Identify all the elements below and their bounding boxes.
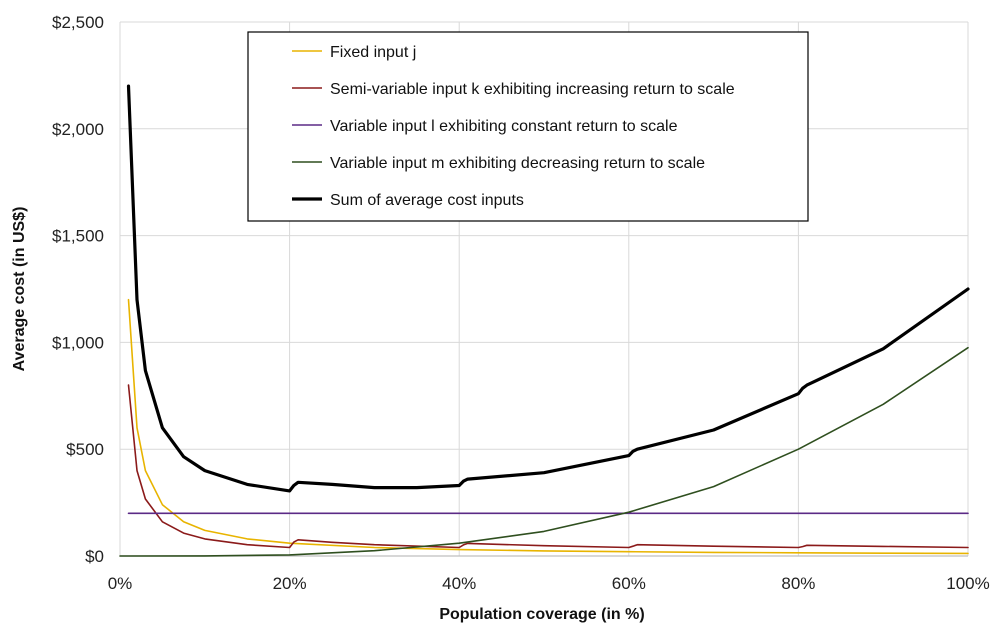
legend-label: Semi-variable input k exhibiting increas… bbox=[330, 81, 735, 98]
y-tick-label: $0 bbox=[85, 547, 104, 566]
x-tick-label: 60% bbox=[612, 574, 646, 593]
legend-label: Fixed input j bbox=[330, 44, 416, 61]
y-tick-label: $1,500 bbox=[52, 227, 104, 246]
series-line-1 bbox=[127, 298, 969, 555]
x-tick-label: 80% bbox=[781, 574, 815, 593]
y-axis-title: Average cost (in US$) bbox=[11, 207, 28, 372]
x-tick-label: 40% bbox=[442, 574, 476, 593]
x-tick-label: 0% bbox=[108, 574, 133, 593]
plot-area bbox=[119, 84, 970, 557]
x-tick-label: 100% bbox=[946, 574, 989, 593]
x-axis-title: Population coverage (in %) bbox=[439, 606, 644, 623]
legend-box bbox=[247, 31, 809, 222]
y-tick-label: $2,000 bbox=[52, 120, 104, 139]
series-line-5 bbox=[126, 84, 970, 493]
y-tick-label: $1,000 bbox=[52, 333, 104, 352]
series-line-4 bbox=[119, 346, 969, 557]
tick-labels: $0 $500 $1,000 $1,500 $2,000 $2,500 0% 20% 40% 60… bbox=[52, 13, 990, 593]
y-tick-label: $2,500 bbox=[52, 13, 104, 32]
legend-label: Variable input l exhibiting constant ret… bbox=[330, 118, 678, 135]
legend: Fixed input j Semi-variable input k exhib… bbox=[247, 31, 809, 222]
legend-label: Variable input m exhibiting decreasing r… bbox=[330, 155, 705, 172]
series-line-2 bbox=[127, 384, 969, 549]
x-tick-label: 20% bbox=[273, 574, 307, 593]
y-tick-label: $500 bbox=[66, 440, 104, 459]
legend-label: Sum of average cost inputs bbox=[330, 192, 524, 209]
